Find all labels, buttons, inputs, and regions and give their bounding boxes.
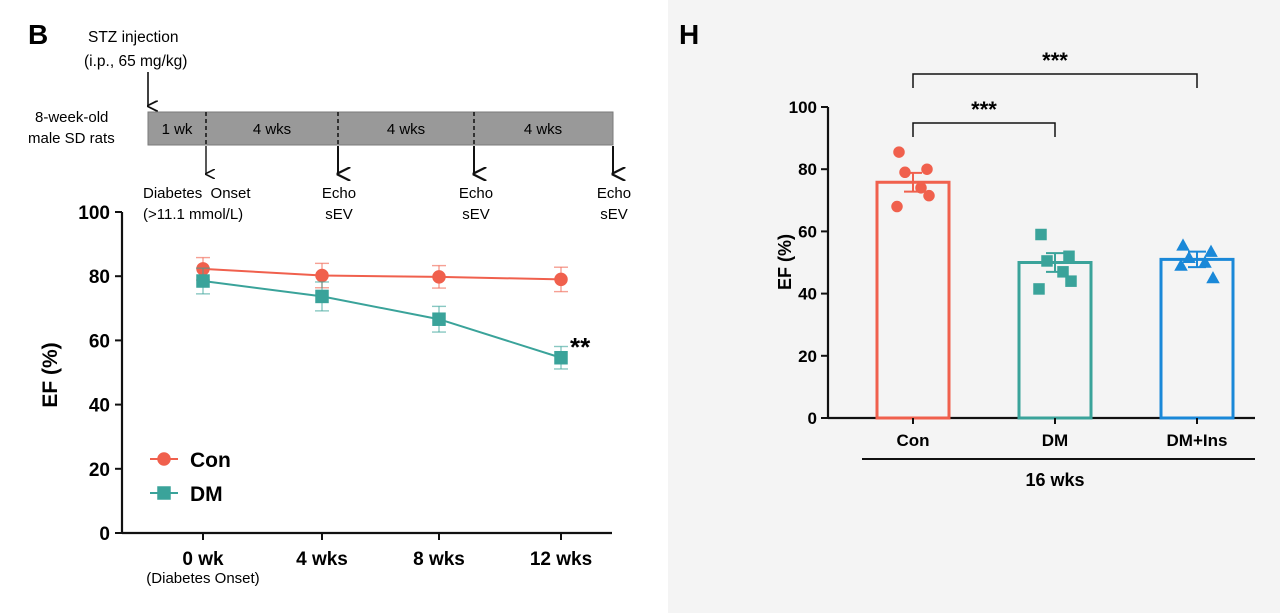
timeline-bar [147, 111, 614, 146]
y-tick-label: 80 [89, 267, 110, 288]
x-tick-label: Con [896, 431, 929, 450]
segment-label: 4 wks [253, 121, 291, 138]
subject-line1: 8-week-old [35, 109, 108, 126]
data-point [1033, 283, 1045, 295]
data-point-con [432, 270, 446, 284]
bar-con [875, 180, 951, 420]
timeline: STZ injection (i.p., 65 mg/kg) 8-week-ol… [28, 29, 631, 223]
x-tick-label: DM [1042, 431, 1068, 450]
data-point [899, 166, 911, 179]
significance-annotation: ** [570, 332, 591, 362]
onset-label-line2: (>11.1 mmol/L) [143, 206, 243, 223]
data-point-con [315, 268, 329, 283]
data-point [893, 146, 905, 158]
data-point-con [554, 272, 568, 287]
y-tick-label: 20 [798, 347, 817, 366]
data-point-dm [196, 274, 210, 288]
x-tick-label: 4 wks [296, 549, 348, 570]
data-point-dm [432, 312, 446, 326]
series-line-dm [202, 280, 562, 359]
onset-label-line1: Diabetes Onset [143, 185, 251, 202]
y-tick-label: 60 [798, 222, 817, 241]
group-label: 16 wks [1025, 470, 1084, 490]
bar-dm-ins [1159, 257, 1235, 420]
data-point-dm [554, 350, 568, 365]
data-point [1206, 271, 1220, 284]
y-tick-label: 0 [808, 409, 817, 428]
echo-label: Echo [459, 185, 493, 202]
panel-b-letter: B [28, 19, 48, 50]
right-panel-background [668, 0, 1280, 613]
y-tick-label: 0 [99, 524, 110, 545]
series-line-con [202, 267, 562, 281]
sev-label: sEV [462, 206, 490, 223]
x-tick-label: 12 wks [530, 549, 592, 570]
data-point [921, 163, 933, 175]
data-point [1176, 238, 1190, 251]
bar-chart-ylabel: EF (%) [775, 234, 795, 290]
data-point [1057, 266, 1069, 278]
y-tick-label: 80 [798, 160, 817, 179]
data-point [1035, 228, 1047, 241]
data-point [1041, 255, 1053, 267]
segment-label: 4 wks [524, 121, 562, 138]
panel-h-letter: H [679, 19, 699, 50]
legend-marker [157, 486, 171, 500]
data-point [1182, 250, 1196, 264]
subject-line2: male SD rats [28, 130, 115, 147]
echo-label: Echo [597, 185, 631, 202]
data-point [1198, 255, 1212, 268]
y-tick-label: 20 [89, 460, 110, 481]
data-point [1174, 258, 1188, 271]
significance-bracket [912, 122, 1056, 137]
x-tick-label: DM+Ins [1167, 431, 1228, 450]
significance-bracket [912, 73, 1198, 88]
data-point [915, 182, 927, 194]
line-chart: EF (%) (Diabetes Onset) ** 0 20 40 60 80 100 0… [39, 203, 612, 587]
legend-marker [157, 452, 171, 466]
y-tick-label: 100 [789, 98, 817, 117]
data-point [891, 200, 903, 213]
significance-stars: *** [971, 97, 997, 122]
data-point [1065, 275, 1077, 287]
bar-dm [1017, 261, 1093, 420]
data-point-dm [315, 289, 329, 304]
data-point [923, 189, 935, 202]
line-chart-x-sublabel: (Diabetes Onset) [146, 570, 259, 587]
y-tick-label: 40 [798, 285, 817, 304]
y-tick-label: 100 [78, 203, 110, 224]
segment-label: 4 wks [387, 121, 425, 138]
line-chart-ylabel: EF (%) [39, 342, 62, 407]
data-point [1063, 250, 1075, 263]
x-tick-label: 8 wks [413, 549, 465, 570]
sev-label: sEV [600, 206, 628, 223]
bar-chart: EF (%) *** *** 16 wks 0 20 40 60 80 100 Con DM D… [775, 48, 1255, 490]
echo-label: Echo [322, 185, 356, 202]
legend-label: Con [190, 449, 231, 472]
segment-label: 1 wk [162, 121, 193, 138]
x-tick-label: 0 wk [182, 549, 224, 570]
injection-label-line1: STZ injection [88, 29, 178, 46]
y-tick-label: 40 [89, 396, 110, 417]
legend-label: DM [190, 483, 223, 506]
sev-label: sEV [325, 206, 353, 223]
data-point [1204, 244, 1218, 257]
significance-stars: *** [1042, 48, 1068, 73]
y-tick-label: 60 [89, 331, 110, 352]
injection-label-line2: (i.p., 65 mg/kg) [84, 53, 187, 70]
